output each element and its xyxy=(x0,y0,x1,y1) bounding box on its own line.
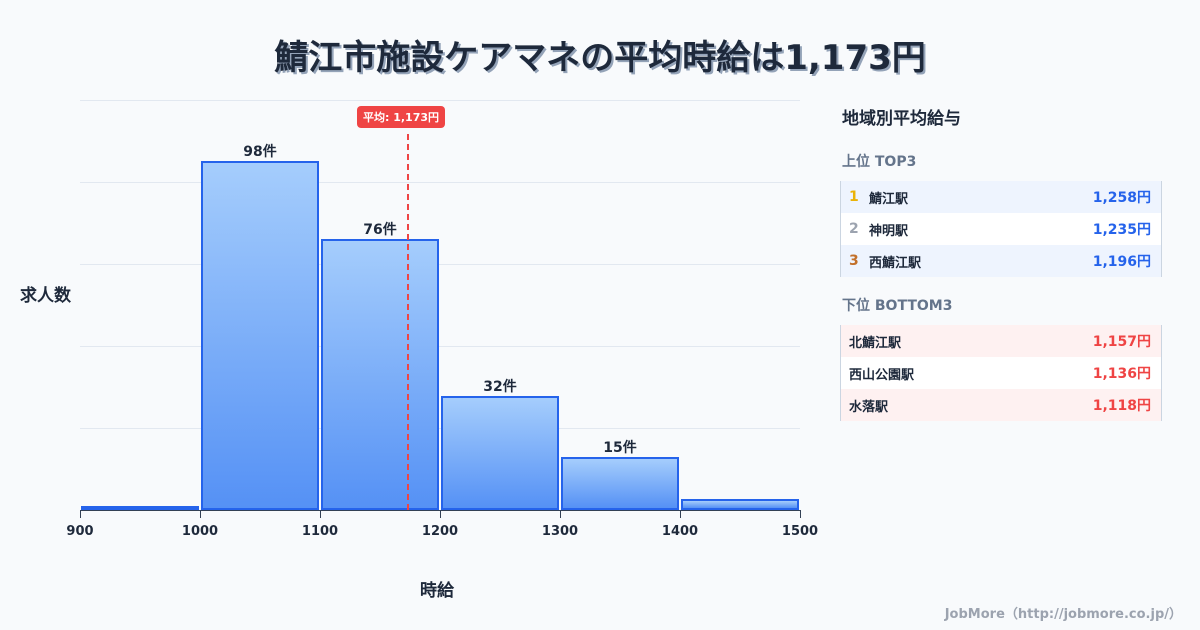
salary-value: 1,196円 xyxy=(1092,254,1151,270)
mean-badge: 平均: 1,173円 xyxy=(357,106,446,128)
histogram-bar xyxy=(81,506,199,510)
panel-title: 地域別平均給与 xyxy=(842,109,961,129)
histogram-bar xyxy=(561,457,679,510)
station-name: 鯖江駅 xyxy=(869,191,909,207)
footer-credit: JobMore（http://jobmore.co.jp/） xyxy=(944,607,1182,622)
x-tick xyxy=(680,510,681,518)
x-tick-label: 1200 xyxy=(421,524,459,539)
histogram-bar xyxy=(441,396,559,510)
histogram-bar xyxy=(681,499,799,510)
x-tick xyxy=(800,510,801,518)
x-tick-label: 1500 xyxy=(781,524,819,539)
bar-value-label: 32件 xyxy=(483,379,517,395)
x-tick-label: 1300 xyxy=(541,524,579,539)
bar-value-label: 98件 xyxy=(243,144,277,160)
histogram-bar xyxy=(321,239,439,510)
bottom3-title: 下位 BOTTOM3 xyxy=(842,298,953,314)
salary-value: 1,118円 xyxy=(1092,398,1151,414)
gridline xyxy=(80,100,800,101)
x-tick xyxy=(320,510,321,518)
station-name: 水落駅 xyxy=(849,399,889,415)
gridline xyxy=(80,264,800,265)
rank-number: 3 xyxy=(849,253,859,269)
x-tick-label: 1000 xyxy=(181,524,219,539)
gridline xyxy=(80,346,800,347)
histogram-bar xyxy=(201,161,319,510)
x-tick xyxy=(80,510,81,518)
rank-number: 1 xyxy=(849,189,859,205)
gridline xyxy=(80,428,800,429)
histogram-chart: 求人数 時給 98件 76件 32件 15件 900 1000 1100 1200 1300 1… xyxy=(20,100,818,601)
list-item: 1 鯖江駅 1,258円 xyxy=(841,181,1161,213)
top3-title: 上位 TOP3 xyxy=(842,154,917,170)
x-tick xyxy=(560,510,561,518)
salary-value: 1,157円 xyxy=(1092,334,1151,350)
x-axis-label: 時給 xyxy=(420,581,454,601)
salary-value: 1,235円 xyxy=(1092,222,1151,238)
page-title: 鯖江市施設ケアマネの平均時給は1,173円 xyxy=(274,38,926,78)
list-item: 水落駅 1,118円 xyxy=(841,389,1161,421)
bottom3-list: 北鯖江駅 1,157円 西山公園駅 1,136円 水落駅 1,118円 xyxy=(840,325,1162,421)
bar-value-label: 15件 xyxy=(603,440,637,456)
salary-value: 1,136円 xyxy=(1092,366,1151,382)
list-item: 北鯖江駅 1,157円 xyxy=(841,325,1161,357)
regional-salary-panel: 地域別平均給与 上位 TOP3 1 鯖江駅 1,258円 2 神明駅 1,235… xyxy=(840,100,1162,439)
x-tick-label: 1100 xyxy=(301,524,339,539)
station-name: 北鯖江駅 xyxy=(849,335,902,351)
list-item: 西山公園駅 1,136円 xyxy=(841,357,1161,389)
x-tick xyxy=(440,510,441,518)
y-axis-label: 求人数 xyxy=(20,286,71,306)
list-item: 2 神明駅 1,235円 xyxy=(841,213,1161,245)
rank-number: 2 xyxy=(849,221,859,237)
gridline xyxy=(80,182,800,183)
salary-value: 1,258円 xyxy=(1092,190,1151,206)
mean-line xyxy=(407,134,409,510)
station-name: 西山公園駅 xyxy=(849,367,915,383)
list-item: 3 西鯖江駅 1,196円 xyxy=(841,245,1161,277)
station-name: 西鯖江駅 xyxy=(869,255,922,271)
x-tick-label: 1400 xyxy=(661,524,699,539)
station-name: 神明駅 xyxy=(869,223,909,239)
x-tick xyxy=(200,510,201,518)
bar-value-label: 76件 xyxy=(363,222,397,238)
top3-list: 1 鯖江駅 1,258円 2 神明駅 1,235円 3 西鯖江駅 1,196円 xyxy=(840,181,1162,277)
x-tick-label: 900 xyxy=(66,524,94,539)
